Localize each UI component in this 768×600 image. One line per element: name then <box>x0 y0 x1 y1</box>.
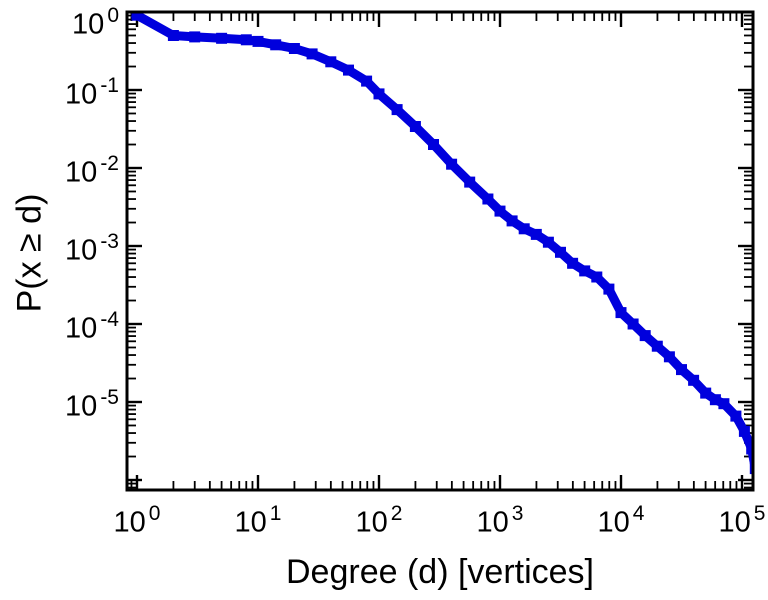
tick-label-base: 10 <box>597 506 630 539</box>
data-point-marker <box>746 443 753 455</box>
data-point-marker <box>567 257 579 269</box>
tick-label-base: 10 <box>476 506 509 539</box>
y-axis-title: P(x ≥ d) <box>10 193 49 313</box>
tick-label-base: 10 <box>65 312 98 345</box>
tick-label-exponent: 2 <box>390 502 403 525</box>
data-point-marker <box>709 394 721 406</box>
data-point-marker <box>216 32 228 44</box>
tick-label-exponent: -4 <box>100 308 119 331</box>
tick-label-base: 10 <box>65 390 98 423</box>
y-tick-label-10e-4: 10 -4 <box>65 304 119 346</box>
data-point-marker <box>615 307 627 319</box>
data-point-marker <box>542 236 554 248</box>
tick-label-base: 10 <box>355 506 388 539</box>
data-point-marker <box>663 351 675 363</box>
data-point-marker <box>738 425 750 437</box>
tick-label-base: 10 <box>718 506 751 539</box>
tick-label-exponent: 0 <box>148 502 161 525</box>
y-tick-label-10e-1: 10 -1 <box>65 70 119 112</box>
x-tick-label-10e5: 10 5 <box>692 498 768 540</box>
curve-layer <box>130 12 753 490</box>
plot-frame <box>125 10 755 492</box>
axis-ticks <box>128 10 752 489</box>
data-point-marker <box>428 139 439 150</box>
data-point-marker <box>464 176 476 188</box>
data-point-marker <box>494 205 506 217</box>
tick-label-base: 10 <box>65 156 98 189</box>
data-point-marker <box>676 364 687 376</box>
tick-label-base: 10 <box>65 234 98 267</box>
y-tick-label-10e-3: 10 -3 <box>65 226 119 268</box>
data-point-marker <box>506 215 518 227</box>
data-point-marker <box>518 223 530 235</box>
data-point-marker <box>639 330 651 342</box>
tick-label-base: 10 <box>234 506 267 539</box>
x-tick-label-10e0: 10 0 <box>87 498 187 540</box>
data-point-marker <box>409 121 421 132</box>
tick-label-base: 10 <box>113 506 146 539</box>
data-point-marker <box>167 30 179 41</box>
data-point-marker <box>530 228 542 240</box>
x-tick-label-10e2: 10 2 <box>329 498 429 540</box>
tick-label-exponent: 0 <box>107 4 119 27</box>
tick-label-base: 10 <box>72 8 105 41</box>
tick-label-exponent: 1 <box>269 502 282 525</box>
data-point-marker <box>700 387 712 399</box>
ccdf-curve <box>130 12 753 483</box>
data-point-marker <box>325 56 337 68</box>
data-point-marker <box>718 398 730 410</box>
y-tick-label-10e-2: 10 -2 <box>65 148 119 190</box>
data-point-marker <box>240 34 252 46</box>
data-point-marker <box>730 410 742 422</box>
data-point-marker <box>688 374 700 386</box>
tick-label-exponent: -1 <box>100 74 119 97</box>
data-point-marker <box>603 283 615 295</box>
y-tick-label-10e0: 10 0 <box>72 0 119 42</box>
data-point-marker <box>189 31 201 43</box>
data-point-marker <box>288 43 300 54</box>
data-point-marker <box>627 318 639 330</box>
data-point-marker <box>343 64 354 76</box>
y-tick-label-10e-5: 10 -5 <box>65 382 119 424</box>
tick-label-exponent: 4 <box>632 502 645 525</box>
x-tick-label-10e3: 10 3 <box>450 498 550 540</box>
tick-label-exponent: 3 <box>511 502 524 525</box>
data-point-marker <box>131 12 143 21</box>
data-point-marker <box>391 104 403 116</box>
data-point-marker <box>482 193 494 205</box>
x-tick-label-10e4: 10 4 <box>571 498 671 540</box>
data-point-marker <box>651 340 663 352</box>
data-point-marker <box>306 48 318 60</box>
data-point-marker <box>579 265 591 277</box>
data-point-marker <box>446 158 458 170</box>
data-point-marker <box>361 75 373 87</box>
x-tick-label-10e1: 10 1 <box>208 498 308 540</box>
tick-label-base: 10 <box>65 78 98 111</box>
data-point-marker <box>555 246 566 258</box>
data-point-marker <box>591 271 603 283</box>
tick-label-exponent: -5 <box>100 386 119 409</box>
tick-label-exponent: 5 <box>753 502 766 525</box>
data-point-marker <box>270 39 282 51</box>
data-point-marker <box>749 463 753 475</box>
data-point-marker <box>252 35 264 47</box>
tick-label-exponent: -2 <box>100 152 119 175</box>
x-axis-title: Degree (d) [vertices] <box>286 553 594 591</box>
tick-label-exponent: -3 <box>100 230 119 253</box>
data-point-marker <box>373 88 385 100</box>
data-point-markers <box>131 12 753 490</box>
